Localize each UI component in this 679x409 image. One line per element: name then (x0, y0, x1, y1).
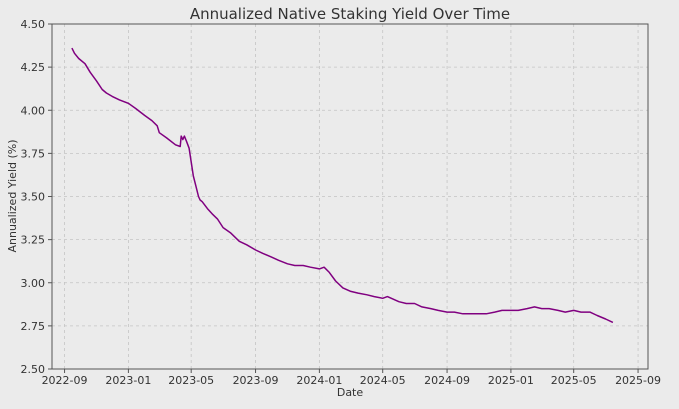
x-axis-label: Date (337, 386, 364, 399)
x-tick-label: 2024-09 (424, 374, 470, 387)
x-tick-label: 2025-01 (488, 374, 534, 387)
y-tick-label: 3.00 (21, 277, 46, 290)
x-tick-label: 2024-01 (296, 374, 342, 387)
x-tick-label: 2025-09 (615, 374, 661, 387)
plot-area (52, 24, 648, 369)
y-tick-label: 3.50 (21, 191, 46, 204)
y-tick-label: 4.00 (21, 104, 46, 117)
x-tick-label: 2023-05 (168, 374, 214, 387)
y-tick-label: 2.50 (21, 363, 46, 376)
y-tick-label: 4.50 (21, 18, 46, 31)
y-tick-label: 2.75 (21, 320, 46, 333)
y-tick-label: 3.75 (21, 147, 46, 160)
chart-title: Annualized Native Staking Yield Over Tim… (190, 5, 510, 23)
x-tick-label: 2023-01 (105, 374, 151, 387)
x-tick-label: 2023-09 (233, 374, 279, 387)
series-line (71, 47, 614, 324)
y-tick-label: 4.25 (21, 61, 46, 74)
y-tick-label: 3.25 (21, 234, 46, 247)
x-tick-label: 2025-05 (551, 374, 597, 387)
y-axis-label: Annualized Yield (%) (6, 139, 19, 252)
x-tick-label: 2024-05 (360, 374, 406, 387)
axis-ticks: 2.50 2.75 3.00 3.25 3.50 3.75 4.00 4.25 4.50 2022… (21, 18, 662, 387)
x-tick-label: 2022-09 (42, 374, 88, 387)
